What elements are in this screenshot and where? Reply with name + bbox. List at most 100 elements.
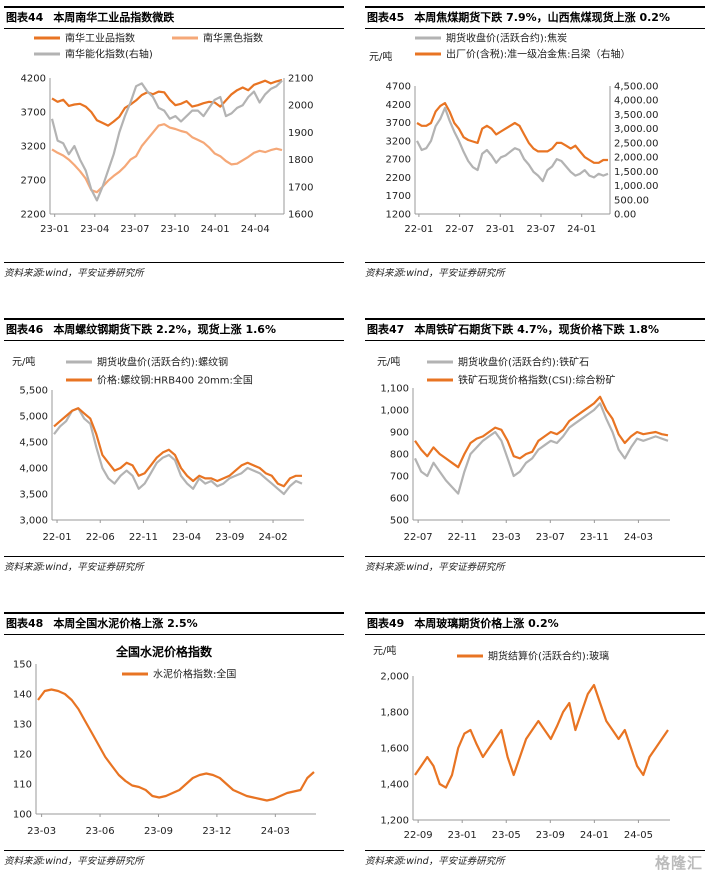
- chart-panel-44: 图表44 本周南华工业品指数微跌 2200 2700 3200 3700 4200 1600…: [4, 6, 344, 279]
- figure-title: 本周南华工业品指数微跌: [53, 11, 175, 24]
- legend-label: 水泥价格指数:全国: [153, 668, 236, 681]
- chart-title: 全国水泥价格指数: [115, 644, 213, 659]
- x-tick-label: 22-11: [129, 532, 158, 543]
- watermark-logo: 格隆汇: [654, 854, 703, 872]
- x-tick-label: 24-01: [567, 224, 596, 235]
- series-line-1: [416, 106, 609, 183]
- y-tick-label: 2,000: [380, 672, 409, 683]
- x-tick-label: 23-05: [492, 830, 521, 841]
- y-unit-label: 元/吨: [373, 644, 396, 657]
- figure-number: 图表45: [367, 11, 405, 24]
- y-right-tick-label: 3,000.00: [614, 124, 659, 135]
- x-tick-label: 24-05: [624, 830, 653, 841]
- x-tick-label: 22-07: [445, 224, 474, 235]
- panel-title: 图表48 本周全国水泥价格上涨 2.5%: [4, 612, 344, 635]
- x-tick-label: 22-09: [404, 830, 433, 841]
- x-tick-label: 23-12: [202, 826, 231, 837]
- source-note: 资料来源:wind，平安证券研究所: [4, 262, 344, 279]
- y-tick-label: 1,400: [380, 780, 409, 791]
- x-tick-label: 23-01: [40, 224, 69, 235]
- y-tick-label: 4200: [386, 100, 411, 111]
- legend-label: 南华工业品指数: [65, 32, 135, 45]
- y-right-tick-label: 2000: [288, 101, 313, 112]
- legend-label: 期货收盘价(活跃合约):焦炭: [446, 32, 567, 45]
- panel-title: 图表46 本周螺纹钢期货下跌 2.2%，现货上涨 1.6%: [4, 318, 344, 341]
- y-tick-label: 1,100: [380, 384, 409, 395]
- x-tick-label: 24-01: [580, 830, 609, 841]
- x-tick-label: 23-03: [27, 826, 56, 837]
- y-tick-label: 3200: [386, 136, 411, 147]
- chart-svg-49: 1,200 1,400 1,600 1,800 2,000 22-09 23-01 23-05…: [373, 644, 670, 841]
- figure-number: 图表49: [367, 617, 405, 630]
- x-tick-label: 22-01: [43, 532, 72, 543]
- y-right-tick-label: 1,500.00: [614, 167, 659, 178]
- chart-svg-45: 1200 1700 2200 2700 3200 3700 4200 4700 0.00 500.…: [369, 32, 659, 236]
- series-line-1: [37, 688, 315, 802]
- panel-title: 图表47 本周铁矿石期货下跌 4.7%，现货价格下跌 1.8%: [365, 318, 705, 341]
- y-tick-label: 700: [390, 472, 409, 483]
- figure-title: 本周玻璃期货价格上涨 0.2%: [414, 617, 559, 630]
- series-line-2: [414, 395, 669, 469]
- chart-panel-45: 图表45 本周焦煤期货下跌 7.9%，山西焦煤现货上涨 0.2% 1200 1700…: [365, 6, 705, 279]
- figure-number: 图表47: [367, 323, 405, 336]
- series-line-1: [53, 407, 303, 496]
- y-right-tick-label: 0.00: [614, 210, 636, 221]
- y-tick-label: 100: [13, 810, 32, 821]
- figure-title: 本周螺纹钢期货下跌 2.2%，现货上涨 1.6%: [53, 323, 276, 336]
- series-line-2: [53, 407, 302, 488]
- y-right-tick-label: 2,000.00: [614, 153, 659, 164]
- y-right-tick-label: 1700: [288, 182, 313, 193]
- y-tick-label: 2200: [386, 173, 411, 184]
- y-tick-label: 600: [390, 494, 409, 505]
- series-line-3: [50, 79, 283, 202]
- x-tick-label: 24-02: [259, 532, 288, 543]
- y-right-tick-label: 1900: [288, 128, 313, 139]
- chart-svg-46: 3,000 3,500 4,000 4,500 5,000 5,500 22-01 22-06…: [12, 355, 304, 543]
- chart-panel-46: 图表46 本周螺纹钢期货下跌 2.2%，现货上涨 1.6% 3,000 3,500 4…: [4, 318, 344, 576]
- y-tick-label: 130: [13, 720, 32, 731]
- figure-title: 本周铁矿石期货下跌 4.7%，现货价格下跌 1.8%: [414, 323, 659, 336]
- x-tick-label: 23-09: [536, 830, 565, 841]
- panel-title: 图表49 本周玻璃期货价格上涨 0.2%: [365, 612, 705, 635]
- chart-svg-44: 2200 2700 3200 3700 4200 1600 1700 1800 1900 2000…: [21, 32, 314, 236]
- legend-label: 价格:螺纹钢:HRB400 20mm:全国: [97, 374, 253, 387]
- x-tick-label: 23-07: [536, 532, 565, 543]
- x-tick-label: 22-01: [404, 224, 433, 235]
- y-right-tick-label: 4,000.00: [614, 96, 659, 107]
- panel-title: 图表45 本周焦煤期货下跌 7.9%，山西焦煤现货上涨 0.2%: [365, 6, 705, 29]
- legend-label: 出厂价(含税):准一级冶金焦:吕梁（右轴）: [446, 48, 631, 61]
- x-tick-label: 23-09: [215, 532, 244, 543]
- y-tick-label: 150: [13, 660, 32, 671]
- y-tick-label: 5,000: [19, 412, 48, 423]
- x-tick-label: 24-03: [624, 532, 653, 543]
- legend-label: 铁矿石现货价格指数(CSI):综合粉矿: [458, 374, 615, 387]
- x-tick-label: 23-11: [580, 532, 609, 543]
- series-line-1: [414, 402, 669, 495]
- y-unit-label: 元/吨: [12, 355, 35, 368]
- y-tick-label: 1,800: [380, 708, 409, 719]
- y-tick-label: 4700: [386, 82, 411, 93]
- x-tick-label: 22-07: [404, 532, 433, 543]
- chart-panel-49: 图表49 本周玻璃期货价格上涨 0.2% 1,200 1,400 1,600 1,800…: [365, 612, 705, 870]
- y-tick-label: 1200: [386, 210, 411, 221]
- y-tick-label: 2700: [21, 176, 46, 187]
- y-tick-label: 1,200: [380, 816, 409, 827]
- y-tick-label: 3,500: [19, 490, 48, 501]
- x-tick-label: 24-04: [241, 224, 270, 235]
- x-tick-label: 22-06: [86, 532, 115, 543]
- x-tick-label: 23-07: [526, 224, 555, 235]
- x-tick-label: 23-07: [120, 224, 149, 235]
- chart-panel-48: 图表48 本周全国水泥价格上涨 2.5% 100 110 120 130 140 150 23…: [4, 612, 344, 870]
- y-tick-label: 1,000: [380, 406, 409, 417]
- legend-label: 期货结算价(活跃合约):玻璃: [488, 650, 609, 663]
- y-tick-label: 3700: [386, 118, 411, 129]
- x-tick-label: 23-09: [144, 826, 173, 837]
- y-right-tick-label: 2,500.00: [614, 138, 659, 149]
- y-tick-label: 5,500: [19, 386, 48, 397]
- y-tick-label: 900: [390, 428, 409, 439]
- y-tick-label: 3,000: [19, 516, 48, 527]
- x-tick-label: 24-03: [261, 826, 290, 837]
- y-tick-label: 140: [13, 690, 32, 701]
- y-tick-label: 1,600: [380, 744, 409, 755]
- y-right-tick-label: 1,000.00: [614, 181, 659, 192]
